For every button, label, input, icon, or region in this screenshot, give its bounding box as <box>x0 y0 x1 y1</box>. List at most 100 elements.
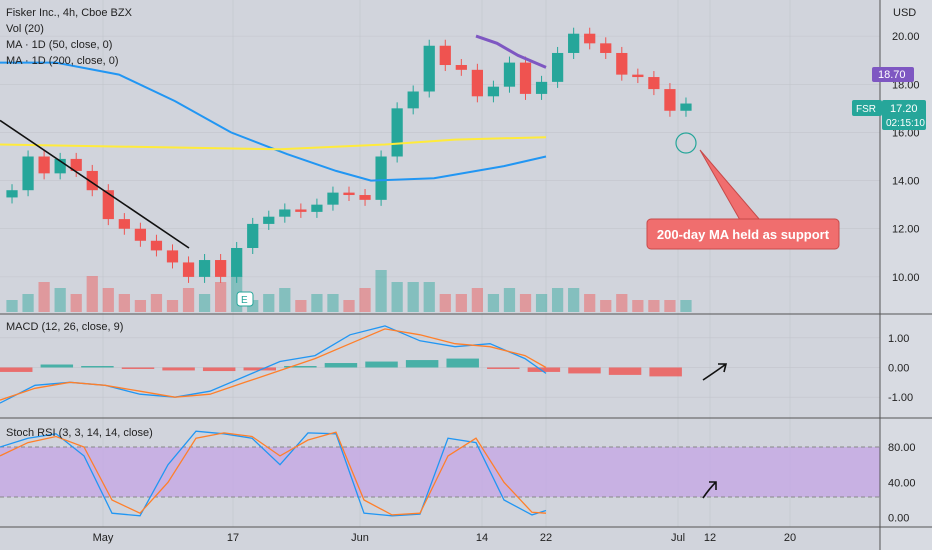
price-tick-label: 16.00 <box>892 127 920 139</box>
candle-body <box>327 192 339 205</box>
price-axis-bg <box>880 0 932 550</box>
candle-body <box>118 219 130 229</box>
volume-bar <box>118 294 130 312</box>
macd-up-arrow-icon <box>702 363 728 381</box>
macd-histogram-bar <box>81 366 114 368</box>
ma200-line <box>0 136 547 151</box>
price-tick-label: 12.00 <box>892 224 920 236</box>
ma50-line <box>0 61 547 182</box>
candle-body <box>616 52 628 75</box>
volume-bar <box>551 288 564 312</box>
macd-histogram-bar <box>121 367 155 369</box>
macd-signal-line <box>0 328 547 401</box>
candle-body <box>247 223 259 248</box>
candle-body <box>166 250 179 263</box>
candle-body <box>551 52 564 82</box>
volume-bar <box>22 294 34 312</box>
annotation-text: 200-day MA held as support <box>657 227 830 242</box>
annotation-box <box>646 218 840 250</box>
candle-body <box>471 69 483 97</box>
earnings-icon: E <box>241 295 248 306</box>
short-ma-line <box>475 34 547 69</box>
time-tick-label: Jun <box>351 532 369 544</box>
indicator-lines <box>0 34 547 249</box>
macd-histogram-bar <box>324 363 358 368</box>
volume-bar <box>215 282 227 312</box>
macd-tick-label: -1.00 <box>888 392 913 404</box>
volume-bar <box>439 294 451 312</box>
volume-bar <box>632 300 644 312</box>
volume-bar <box>311 294 323 312</box>
symbol-text: FSR <box>856 104 876 115</box>
volume-bar <box>359 288 371 312</box>
volume-bar <box>487 294 500 312</box>
ma-value-badge <box>872 67 914 82</box>
candle-body <box>279 209 291 217</box>
price-tick-label: 10.00 <box>892 272 920 284</box>
volume-bar <box>455 294 467 312</box>
macd-histogram-bar <box>405 360 439 368</box>
countdown-text: 02:15:10 <box>886 118 925 129</box>
candle-body <box>38 156 50 174</box>
candle-body <box>134 228 147 241</box>
volume-bar <box>279 288 291 312</box>
macd-histogram-bar <box>649 367 682 377</box>
macd-histogram-bar <box>0 367 33 372</box>
candle-body <box>439 45 451 66</box>
volume-bar <box>327 294 339 312</box>
time-tick-label: 12 <box>704 532 716 544</box>
volume-bar <box>182 288 195 312</box>
stoch-rsi-plot <box>0 430 547 517</box>
currency-label: USD <box>893 7 916 19</box>
macd-histogram-bar <box>284 366 317 368</box>
ma200-label: MA · 1D (200, close, 0) <box>6 55 119 67</box>
volume-bar <box>198 294 211 312</box>
candle-body <box>519 62 532 94</box>
volume-bar <box>102 288 114 312</box>
volume-bar <box>375 270 387 312</box>
volume-bar <box>70 294 82 312</box>
candle-body <box>375 156 387 200</box>
macd-histogram-bar <box>162 367 195 371</box>
candle-body <box>70 158 82 171</box>
candle-body <box>632 74 644 78</box>
candle-body <box>198 260 211 277</box>
volume-bar <box>664 300 676 312</box>
vol-label: Vol (20) <box>6 23 44 35</box>
candle-body <box>455 65 467 70</box>
volume-bar <box>568 288 580 312</box>
macd-histogram-bar <box>40 364 74 368</box>
macd-histogram-bar <box>243 367 276 371</box>
candle-body <box>600 43 612 53</box>
candle-body <box>568 33 580 53</box>
macd-label: MACD (12, 26, close, 9) <box>6 321 123 333</box>
macd-histogram-bar <box>202 367 236 372</box>
time-tick-label: Jul <box>671 532 685 544</box>
volume-bar <box>535 294 548 312</box>
volume-bar <box>247 300 259 312</box>
candle-body <box>54 158 66 174</box>
price-tick-label: 18.00 <box>892 79 920 91</box>
volume-bar <box>519 294 532 312</box>
volume-bar <box>166 300 179 312</box>
time-tick-label: 20 <box>784 532 796 544</box>
time-tick-label: 14 <box>476 532 488 544</box>
volume-bar <box>680 300 692 312</box>
candle-body <box>311 204 323 212</box>
volume-bar <box>343 300 355 312</box>
stoch-d-line <box>0 431 547 516</box>
candle-body <box>231 247 243 277</box>
candle-body <box>102 190 114 220</box>
stoch-label: Stoch RSI (3, 3, 14, 14, close) <box>6 427 153 439</box>
candle-body <box>182 262 195 277</box>
macd-tick-label: 0.00 <box>888 362 909 374</box>
rsi-tick-label: 80.00 <box>888 442 916 454</box>
volume-bar <box>38 282 50 312</box>
candle-body <box>295 209 307 212</box>
candle-body <box>391 108 403 157</box>
macd-plot <box>0 325 682 404</box>
volume-bar <box>86 276 98 312</box>
volume-bar <box>648 300 660 312</box>
price-tick-label: 14.00 <box>892 176 920 188</box>
candles <box>6 27 692 283</box>
